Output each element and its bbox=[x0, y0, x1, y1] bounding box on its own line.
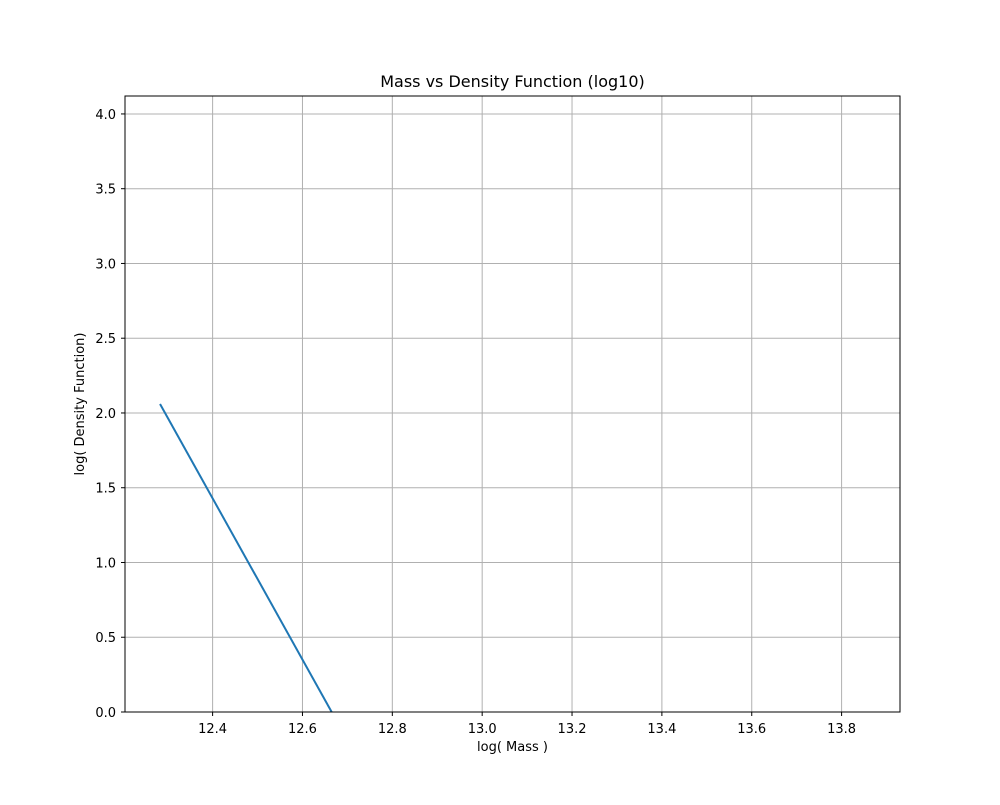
y-tick-label: 2.5 bbox=[95, 332, 116, 347]
x-tick-label: 13.4 bbox=[647, 722, 676, 737]
y-tick-label: 1.0 bbox=[95, 556, 116, 571]
y-tick-label: 0.5 bbox=[95, 631, 116, 646]
x-axis-title: log( Mass ) bbox=[477, 740, 548, 755]
series-line-0 bbox=[159, 403, 333, 713]
y-tick-label: 3.0 bbox=[95, 257, 116, 272]
y-tick-label: 1.5 bbox=[95, 482, 116, 497]
ticks: 12.4 12.6 12.8 13.0 13.2 13.4 13.6 13.8 0.0 0.5 1.… bbox=[95, 108, 856, 737]
y-tick-label: 2.0 bbox=[95, 407, 116, 422]
y-tick-label: 0.0 bbox=[95, 706, 116, 721]
x-tick-label: 12.6 bbox=[288, 722, 317, 737]
y-tick-label: 3.5 bbox=[95, 183, 116, 198]
x-tick-label: 13.6 bbox=[737, 722, 766, 737]
series-layer bbox=[159, 403, 333, 713]
y-tick-label: 4.0 bbox=[95, 108, 116, 123]
x-tick-label: 12.4 bbox=[198, 722, 227, 737]
y-axis-title: log( Density Function) bbox=[73, 333, 88, 476]
x-tick-label: 13.8 bbox=[827, 722, 856, 737]
x-tick-label: 13.0 bbox=[468, 722, 497, 737]
x-tick-label: 13.2 bbox=[558, 722, 587, 737]
grid bbox=[125, 96, 900, 713]
plot-frame bbox=[124, 95, 901, 713]
x-tick-label: 12.8 bbox=[378, 722, 407, 737]
chart-title: Mass vs Density Function (log10) bbox=[380, 72, 645, 91]
